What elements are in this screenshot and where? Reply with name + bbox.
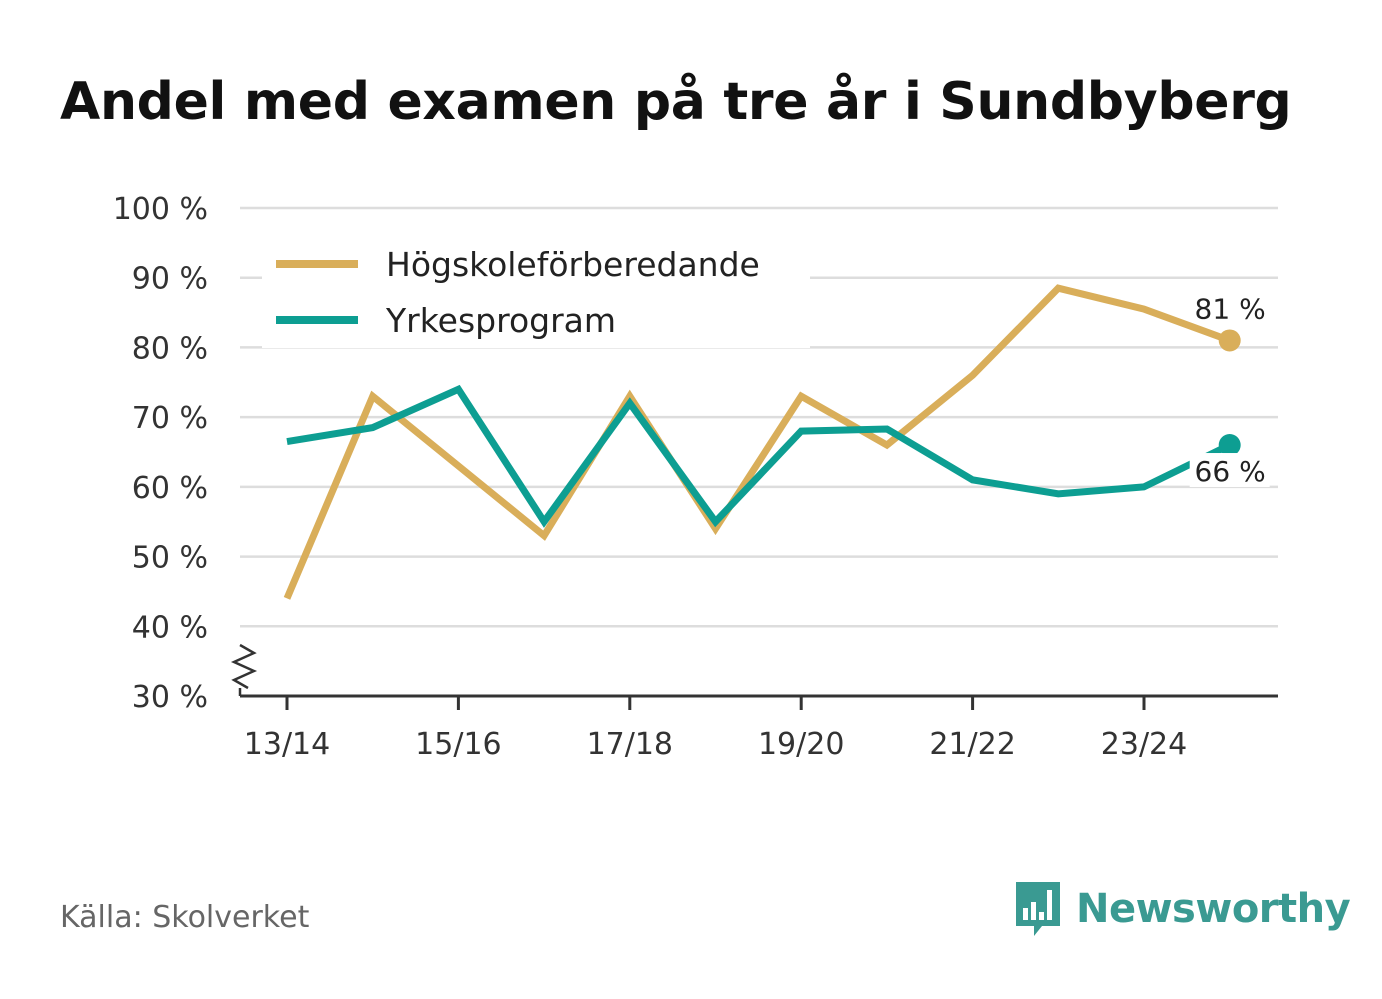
y-tick-label: 100 % <box>113 192 208 227</box>
legend-box <box>262 232 810 348</box>
brand-logo: Newsworthy <box>1012 878 1351 940</box>
y-tick-label: 70 % <box>132 401 208 436</box>
axis-break-mark <box>230 643 258 690</box>
x-tick-label: 23/24 <box>1101 727 1187 762</box>
x-tick-label: 13/14 <box>244 727 330 762</box>
x-tick-label: 17/18 <box>587 727 673 762</box>
newsworthy-icon <box>1016 882 1060 936</box>
y-tick-label: 40 % <box>132 610 208 645</box>
end-label-yrkesprogram: 66 % <box>1195 455 1266 488</box>
x-axis: 13/14 15/16 17/18 19/20 21/22 23/24 <box>240 694 1278 762</box>
brand-name: Newsworthy <box>1076 886 1351 932</box>
x-tick-label: 19/20 <box>758 727 844 762</box>
y-tick-label: 50 % <box>132 541 208 576</box>
legend-label: Högskoleförberedande <box>386 245 760 284</box>
y-tick-label: 30 % <box>132 680 208 715</box>
series-line-hogskoleforberedande <box>283 284 1231 600</box>
end-labels: 81 % 66 % <box>1189 292 1270 488</box>
end-label-bg <box>1189 453 1270 488</box>
y-tick-label: 80 % <box>132 331 208 366</box>
x-tick-label: 21/22 <box>929 727 1015 762</box>
end-point-marker <box>1218 329 1241 352</box>
series-lines <box>283 284 1241 600</box>
source-note: Källa: Skolverket <box>60 900 310 935</box>
y-tick-label: 60 % <box>132 471 208 506</box>
legend: Högskoleförberedande Yrkesprogram <box>262 232 810 348</box>
series-line-yrkesprogram <box>286 384 1232 528</box>
end-point-marker <box>1218 434 1241 457</box>
x-tick-label: 15/16 <box>415 727 501 762</box>
y-axis: 30 % 40 % 50 % 60 % 70 % 80 % 90 % 100 % <box>113 192 258 715</box>
y-tick-label: 90 % <box>132 262 208 297</box>
end-label-hogskoleforberedande: 81 % <box>1195 292 1266 325</box>
page-title: Andel med examen på tre år i Sundbyberg <box>60 72 1292 132</box>
legend-label: Yrkesprogram <box>385 301 616 340</box>
